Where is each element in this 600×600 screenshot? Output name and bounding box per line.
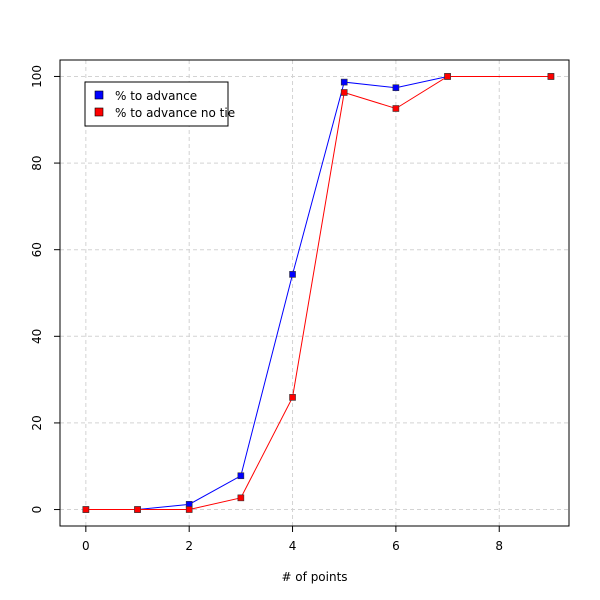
series-1-point <box>392 84 400 92</box>
x-tick-label: 6 <box>392 539 400 553</box>
series-2-point <box>340 89 348 96</box>
series-2-point <box>82 506 90 513</box>
legend-label-1: % to advance <box>115 89 197 103</box>
series-2-point <box>289 394 296 401</box>
y-axis: 0 20 40 60 80 100 <box>30 65 60 513</box>
x-axis-title: # of points <box>281 570 347 584</box>
y-tick-label: 40 <box>30 329 44 344</box>
legend-swatch-2 <box>94 107 104 117</box>
series-1-point <box>289 271 296 278</box>
series-1-point <box>340 78 348 86</box>
y-tick-label: 0 <box>30 506 44 514</box>
y-tick-label: 20 <box>30 415 44 430</box>
grid <box>60 60 569 526</box>
series <box>82 73 555 513</box>
series-line-2 <box>85 75 551 511</box>
series-2-point <box>185 506 193 513</box>
series-line-1 <box>85 75 551 511</box>
series-2-point <box>237 494 245 502</box>
series-1-point <box>237 472 245 480</box>
y-tick-label: 60 <box>30 242 44 257</box>
legend-label-2: % to advance no tie <box>115 106 235 120</box>
y-tick-label: 80 <box>30 155 44 170</box>
legend: % to advance % to advance no tie <box>84 81 235 127</box>
plot-frame <box>59 59 570 527</box>
series-2-point <box>134 506 141 513</box>
x-tick-label: 0 <box>82 539 90 553</box>
y-tick-label: 100 <box>30 65 44 88</box>
x-tick-label: 4 <box>289 539 297 553</box>
legend-swatch-1 <box>94 90 104 100</box>
x-axis: 0 2 4 6 8 <box>82 526 503 553</box>
x-tick-label: 2 <box>185 539 193 553</box>
series-2-point <box>392 105 400 112</box>
series-2-point <box>444 73 451 80</box>
series-2-point <box>547 73 555 80</box>
x-tick-label: 8 <box>495 539 503 553</box>
legend-box <box>84 81 229 127</box>
